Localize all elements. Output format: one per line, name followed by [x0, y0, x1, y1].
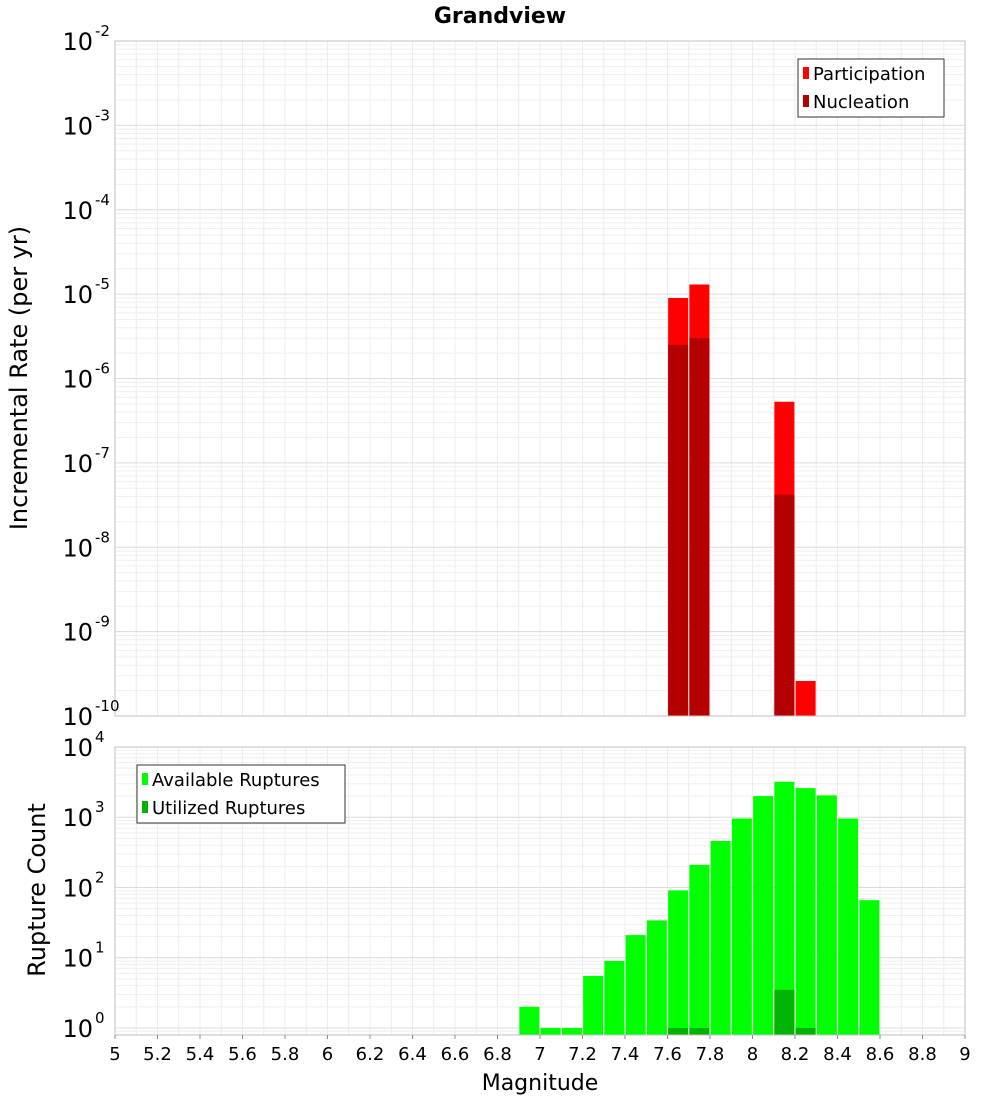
- bar-available-ruptures: [689, 864, 710, 1035]
- bar-nucleation: [774, 494, 795, 716]
- x-tick-label: 8.6: [866, 1044, 895, 1065]
- y-tick-label: 10: [62, 534, 93, 562]
- y-tick-label: 10: [62, 804, 93, 832]
- bar-available-ruptures: [710, 840, 731, 1035]
- bar-utilized-ruptures: [774, 989, 795, 1035]
- y-tick-label: 10: [62, 734, 93, 762]
- x-tick-label: 9: [959, 1044, 970, 1065]
- x-tick-label: 5.4: [186, 1044, 215, 1065]
- y-tick-exponent: -9: [95, 613, 110, 631]
- y-tick-exponent: 1: [95, 939, 105, 957]
- bar-available-ruptures: [838, 818, 859, 1035]
- x-tick-label: 7: [534, 1044, 545, 1065]
- y-tick-label: 10: [62, 281, 93, 309]
- x-tick-label: 6.4: [398, 1044, 427, 1065]
- x-tick-label: 7.8: [696, 1044, 725, 1065]
- y-tick-label: 10: [62, 619, 93, 647]
- y-tick-label: 10: [62, 874, 93, 902]
- y-tick-label: 10: [62, 28, 93, 56]
- y-tick-label: 10: [62, 366, 93, 394]
- y-tick-exponent: 4: [95, 728, 105, 746]
- chart-title: Grandview: [434, 4, 566, 29]
- legend-label: Utilized Ruptures: [152, 798, 305, 819]
- x-tick-label: 8: [747, 1044, 758, 1065]
- bar-utilized-ruptures: [795, 1027, 816, 1035]
- y-tick-label: 10: [62, 703, 93, 731]
- y-tick-exponent: -3: [95, 106, 110, 124]
- x-tick-label: 7.2: [568, 1044, 597, 1065]
- bar-available-ruptures: [604, 960, 625, 1035]
- bar-available-ruptures: [795, 788, 816, 1035]
- bar-nucleation: [668, 344, 689, 716]
- bar-available-ruptures: [625, 935, 646, 1035]
- x-tick-label: 7.4: [611, 1044, 640, 1065]
- y-tick-exponent: -7: [95, 444, 110, 462]
- y-tick-exponent: 3: [95, 798, 105, 816]
- bar-available-ruptures: [583, 975, 604, 1035]
- y-tick-exponent: -4: [95, 191, 110, 209]
- y-tick-label: 10: [62, 450, 93, 478]
- y-tick-label: 10: [62, 112, 93, 140]
- bar-available-ruptures: [646, 920, 667, 1035]
- bar-utilized-ruptures: [689, 1027, 710, 1035]
- plot-frame: [114, 40, 966, 717]
- x-tick-label: 7.6: [653, 1044, 682, 1065]
- legend-label: Available Ruptures: [152, 770, 320, 791]
- y-tick-exponent: -2: [95, 22, 110, 40]
- bar-available-ruptures: [731, 818, 752, 1035]
- x-tick-label: 8.2: [781, 1044, 810, 1065]
- x-axis-label: Magnitude: [482, 1071, 599, 1096]
- y-tick-label: 10: [62, 197, 93, 225]
- x-tick-label: 5.8: [271, 1044, 300, 1065]
- legend-label: Nucleation: [813, 92, 909, 113]
- x-tick-label: 6.6: [441, 1044, 470, 1065]
- legend-swatch: [142, 773, 148, 785]
- legend-label: Participation: [813, 64, 925, 85]
- bar-available-ruptures: [540, 1027, 561, 1035]
- x-tick-label: 6.2: [356, 1044, 385, 1065]
- x-tick-label: 5: [109, 1044, 120, 1065]
- y-tick-exponent: -6: [95, 360, 110, 378]
- y-tick-exponent: -5: [95, 275, 110, 293]
- x-tick-label: 5.6: [228, 1044, 257, 1065]
- bar-available-ruptures: [561, 1027, 582, 1035]
- y-tick-label: 10: [62, 1015, 93, 1043]
- bar-available-ruptures: [774, 781, 795, 1035]
- x-tick-label: 6: [322, 1044, 333, 1065]
- bar-nucleation: [689, 338, 710, 716]
- legend-box: [136, 764, 346, 824]
- x-tick-label: 5.2: [143, 1044, 172, 1065]
- y-tick-label: 10: [62, 945, 93, 973]
- bar-participation: [795, 680, 816, 716]
- bar-available-ruptures: [753, 796, 774, 1035]
- rate-y-axis-label: Incremental Rate (per yr): [5, 226, 33, 530]
- legend-swatch: [803, 95, 809, 107]
- bar-available-ruptures: [859, 900, 880, 1035]
- bar-available-ruptures: [668, 890, 689, 1035]
- x-tick-label: 8.4: [823, 1044, 852, 1065]
- legend-box: [797, 58, 945, 118]
- y-tick-exponent: 0: [95, 1009, 105, 1027]
- legend-swatch: [803, 67, 809, 79]
- y-tick-exponent: -10: [95, 697, 120, 715]
- legend-swatch: [142, 801, 148, 813]
- x-tick-label: 6.8: [483, 1044, 512, 1065]
- x-tick-label: 8.8: [908, 1044, 937, 1065]
- y-tick-exponent: -8: [95, 528, 110, 546]
- y-tick-exponent: 2: [95, 868, 105, 886]
- bar-available-ruptures: [816, 795, 837, 1035]
- count-y-axis-label: Rupture Count: [23, 803, 51, 977]
- bar-available-ruptures: [519, 1006, 540, 1035]
- bar-utilized-ruptures: [668, 1027, 689, 1035]
